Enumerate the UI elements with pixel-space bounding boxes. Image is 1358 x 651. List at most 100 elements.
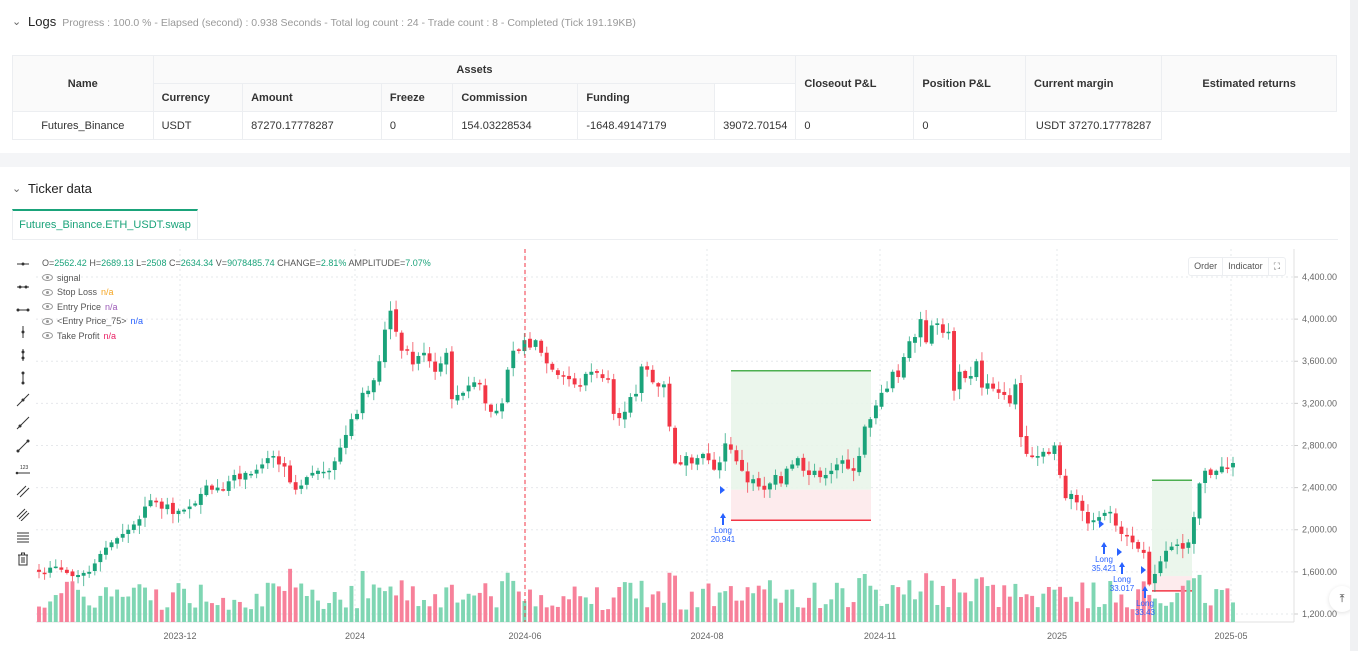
svg-text:Long: Long	[1095, 555, 1113, 564]
legend-label: signal	[57, 272, 81, 283]
svg-text:33.43: 33.43	[1135, 608, 1156, 617]
col-current-margin: Current margin	[1024, 55, 1163, 112]
col-closeout-pnl: Closeout P&L	[795, 55, 915, 112]
col-name: Name	[12, 55, 154, 112]
l-value: 2508	[146, 258, 167, 268]
o-value: 2562.42	[54, 258, 87, 268]
logs-header[interactable]: ⌄ Logs Progress : 100.0 % - Elapsed (sec…	[12, 14, 636, 29]
cell-commission: 154.03228534	[452, 111, 579, 140]
svg-text:Long: Long	[714, 526, 732, 535]
expand-icon[interactable]: ⛶	[1273, 261, 1280, 271]
chart-canvas[interactable]: 4,400.00 4,000.00 3,600.00 3,200.00 2,800.00…	[36, 249, 1338, 649]
ticker-title: Ticker data	[28, 181, 92, 196]
vertical-line-icon[interactable]	[12, 321, 34, 344]
svg-text:2,800.00: 2,800.00	[1302, 440, 1337, 450]
cell-freeze: 0	[380, 111, 454, 140]
eye-icon[interactable]	[42, 332, 53, 340]
cell-currency: USDT	[152, 111, 244, 140]
legend-item-signal[interactable]: signal	[42, 271, 431, 286]
trash-icon[interactable]	[12, 548, 34, 571]
vertical-segment-icon[interactable]	[12, 366, 34, 389]
eye-icon[interactable]	[42, 274, 53, 282]
logs-title: Logs	[28, 14, 57, 29]
col-funding: Funding	[577, 83, 716, 112]
horizontal-grid-icon[interactable]	[12, 525, 34, 548]
svg-text:2,400.00: 2,400.00	[1302, 483, 1337, 493]
assets-table: Name Assets Closeout P&L Position P&L Cu…	[12, 55, 1337, 140]
horizontal-ray-icon[interactable]	[12, 276, 34, 299]
horizontal-line-icon[interactable]	[12, 253, 34, 276]
cell-funding: -1648.49147179	[577, 111, 716, 140]
legend-item-entry-price-75[interactable]: <Entry Price_75> n/a	[42, 314, 431, 329]
eye-icon[interactable]	[42, 288, 53, 296]
legend-label: Entry Price	[57, 301, 102, 312]
legend-label: <Entry Price_75>	[57, 316, 127, 326]
candlestick-chart[interactable]: 4,400.00 4,000.00 3,600.00 3,200.00 2,800.00…	[36, 249, 1338, 641]
change-label: CHANGE=	[277, 258, 321, 268]
svg-text:2024: 2024	[345, 631, 365, 641]
amplitude-value: 7.07%	[405, 258, 431, 268]
svg-text:2024-06: 2024-06	[508, 631, 541, 641]
svg-text:3,200.00: 3,200.00	[1302, 398, 1337, 408]
o-label: O=	[42, 258, 55, 268]
cell-amount: 87270.17778287	[242, 111, 382, 140]
svg-text:2023-12: 2023-12	[163, 631, 196, 641]
table-row: Futures_Binance USDT 87270.17778287 0 15…	[12, 111, 1337, 140]
legend-item-stop-loss[interactable]: Stop Loss n/a	[42, 285, 431, 300]
legend-item-take-profit[interactable]: Take Profit n/a	[42, 329, 431, 344]
cell-current-margin: 0	[913, 111, 1026, 140]
chevron-down-icon[interactable]: ⌄	[12, 16, 22, 28]
trend-segment-icon[interactable]	[12, 435, 34, 458]
legend-item-entry-price[interactable]: Entry Price n/a	[42, 300, 431, 315]
page-scrollbar[interactable]	[1350, 0, 1358, 651]
legend-label: Take Profit	[57, 330, 100, 341]
order-button[interactable]: Order	[1189, 258, 1224, 275]
chevron-down-icon[interactable]: ⌄	[12, 183, 22, 195]
c-label: C=	[168, 258, 181, 268]
svg-text:2,000.00: 2,000.00	[1302, 525, 1337, 535]
h-value: 2689.13	[101, 258, 134, 268]
eye-icon[interactable]	[42, 303, 53, 311]
logs-status: Progress : 100.0 % - Elapsed (second) : …	[62, 17, 636, 29]
trend-ray-icon[interactable]	[12, 412, 34, 435]
svg-text:4,000.00: 4,000.00	[1302, 314, 1337, 324]
col-position-pnl: Position P&L	[913, 55, 1026, 112]
chart-legend: O=2562.42 H=2689.13 L=2508 C=2634.34 V=9…	[42, 256, 431, 343]
l-label: L=	[136, 258, 147, 268]
col-freeze: Freeze	[380, 83, 454, 112]
svg-text:2024-08: 2024-08	[690, 631, 723, 641]
cell-estimated-returns: USDT 37270.17778287	[1024, 111, 1163, 140]
parallel-channel-icon[interactable]	[12, 480, 34, 503]
cell-name: Futures_Binance	[12, 111, 154, 140]
svg-text:1,200.00: 1,200.00	[1302, 609, 1337, 619]
svg-text:35.421: 35.421	[1092, 564, 1117, 573]
arrow-up-icon: ⤒	[1339, 592, 1345, 605]
fib-channel-icon[interactable]	[12, 503, 34, 526]
col-currency: Currency	[152, 83, 244, 112]
col-amount: Amount	[242, 83, 382, 112]
tab-eth-usdt-swap[interactable]: Futures_Binance.ETH_USDT.swap	[12, 209, 198, 239]
ticker-header[interactable]: ⌄ Ticker data	[12, 181, 92, 196]
trend-line-icon[interactable]	[12, 389, 34, 412]
col-group-assets: Assets	[152, 55, 797, 84]
v-label: V=	[215, 258, 228, 268]
svg-text:2025: 2025	[1047, 631, 1067, 641]
col-estimated-returns: Estimated returns	[1161, 55, 1337, 112]
ticker-panel: ⌄ Ticker data Futures_Binance.ETH_USDT.s…	[0, 167, 1350, 651]
eye-icon[interactable]	[42, 317, 53, 325]
svg-text:Long: Long	[1113, 575, 1131, 584]
svg-text:3,600.00: 3,600.00	[1302, 356, 1337, 366]
change-value: 2.81%	[320, 258, 347, 268]
horizontal-segment-icon[interactable]	[12, 298, 34, 321]
amplitude-label: AMPLITUDE=	[348, 258, 406, 268]
indicator-button[interactable]: Indicator	[1223, 258, 1269, 275]
vertical-ray-icon[interactable]	[12, 344, 34, 367]
legend-value: n/a	[105, 301, 118, 312]
svg-text:20.941: 20.941	[711, 535, 736, 544]
c-value: 2634.34	[180, 258, 214, 268]
price-label-icon[interactable]: 123	[12, 457, 34, 480]
chart-buttons: Order Indicator ⛶	[1188, 257, 1286, 276]
tab-divider	[12, 239, 1338, 240]
svg-text:Long: Long	[1136, 599, 1154, 608]
svg-text:123: 123	[20, 465, 29, 471]
